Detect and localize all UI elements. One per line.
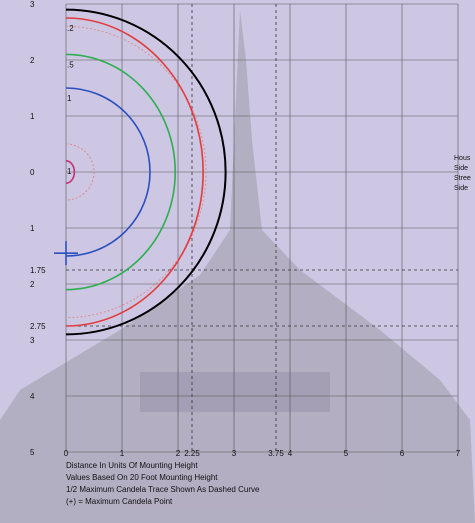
y-tick-label: 1.75	[30, 266, 46, 275]
x-tick-label: 3.75	[268, 449, 284, 458]
y-tick-label: 2	[30, 56, 35, 65]
iso-contour	[65, 53, 176, 291]
y-tick-label: 0	[30, 168, 35, 177]
iso-contour	[65, 87, 151, 257]
iso-contour	[65, 8, 227, 336]
side-label-house: Hous	[454, 155, 471, 162]
x-tick-label: 4	[288, 449, 293, 458]
contour-label: 1	[67, 167, 72, 176]
note-3: 1/2 Maximum Candela Trace Shown As Dashe…	[66, 485, 260, 494]
side-labels: Hous Side Stree Side	[454, 155, 471, 192]
x-tick-label: 5	[344, 449, 349, 458]
y-tick-label: 1	[30, 224, 35, 233]
y-tick-label: 2	[30, 280, 35, 289]
x-tick-labels: 0 1 2 2.25 3 3.75 4 5 6 7	[64, 449, 461, 458]
note-4: (+) = Maximum Candela Point	[66, 497, 173, 506]
x-tick-label: 1	[120, 449, 125, 458]
notes: Distance In Units Of Mounting Height Val…	[66, 461, 260, 506]
y-tick-label: 2.75	[30, 322, 46, 331]
contour-labels: .2 .5 1 1	[67, 24, 74, 176]
iso-contour	[65, 17, 204, 327]
contour-label: .5	[67, 60, 74, 69]
contours	[54, 8, 227, 336]
x-tick-label: 6	[400, 449, 405, 458]
y-tick-label: 1	[30, 112, 35, 121]
half-max-candela-trace	[65, 25, 207, 319]
y-tick-labels: 3 2 1 0 1 1.75 2 2.75 3 4 5	[30, 0, 46, 457]
x-tick-label: 3	[232, 449, 237, 458]
x-tick-label: 2.25	[184, 449, 200, 458]
x-tick-label: 2	[176, 449, 181, 458]
side-label-street: Stree	[454, 175, 471, 182]
inner-dashed-trace	[65, 143, 95, 201]
side-label-side-2: Side	[454, 185, 468, 192]
contour-label: .2	[67, 24, 74, 33]
y-tick-label: 4	[30, 392, 35, 401]
side-label-side-1: Side	[454, 165, 468, 172]
note-2: Values Based On 20 Foot Mounting Height	[66, 473, 218, 482]
contour-label: 1	[67, 94, 72, 103]
y-tick-label: 5	[30, 448, 35, 457]
y-tick-label: 3	[30, 336, 35, 345]
dashed-guides	[66, 4, 458, 452]
iso-contour	[65, 160, 76, 184]
y-tick-label: 3	[30, 0, 35, 9]
note-1: Distance In Units Of Mounting Height	[66, 461, 198, 470]
grid	[65, 3, 459, 453]
x-tick-label: 7	[456, 449, 461, 458]
fixture-silhouette	[0, 10, 475, 523]
x-tick-label: 0	[64, 449, 69, 458]
